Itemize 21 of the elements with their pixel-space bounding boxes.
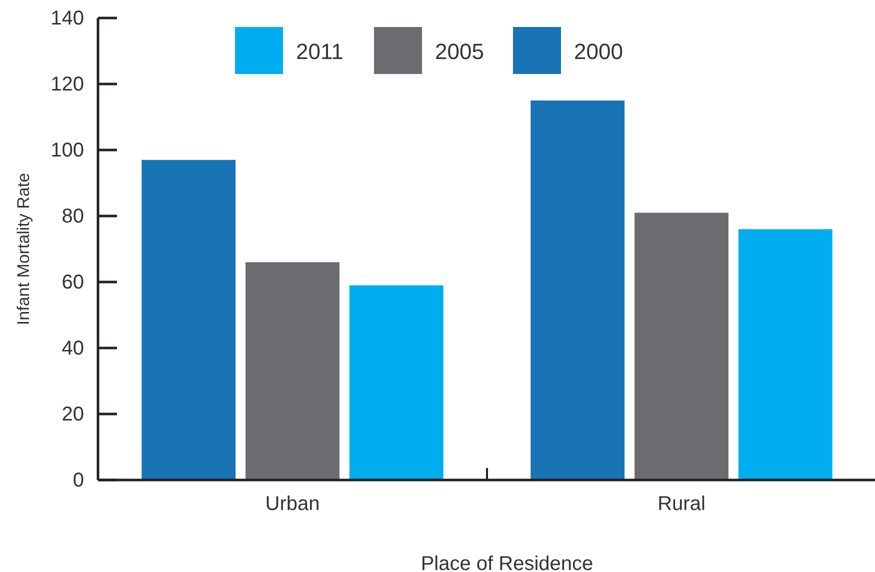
bar bbox=[142, 160, 236, 480]
bar bbox=[530, 100, 625, 480]
bar bbox=[246, 262, 340, 480]
bar bbox=[349, 285, 444, 480]
y-axis-title: Infant Mortality Rate bbox=[14, 172, 33, 326]
y-tick-label: 0 bbox=[72, 469, 84, 492]
x-axis-title: Place of Residence bbox=[420, 553, 594, 572]
y-tick-label: 20 bbox=[62, 403, 84, 426]
y-tick-label: 60 bbox=[62, 271, 84, 294]
y-tick-label: 40 bbox=[62, 337, 84, 360]
x-tick-label: Rural bbox=[658, 493, 706, 516]
bar bbox=[634, 212, 728, 480]
y-tick-label: 120 bbox=[50, 73, 84, 96]
legend-label: 2005 bbox=[435, 39, 484, 64]
y-tick-label: 140 bbox=[50, 7, 84, 30]
x-tick-label: Urban bbox=[265, 493, 320, 516]
y-tick-label: 80 bbox=[62, 205, 84, 228]
legend-label: 2011 bbox=[296, 39, 344, 64]
bar bbox=[738, 229, 832, 480]
legend-label: 2000 bbox=[574, 39, 623, 64]
y-tick-label: 100 bbox=[50, 139, 84, 162]
